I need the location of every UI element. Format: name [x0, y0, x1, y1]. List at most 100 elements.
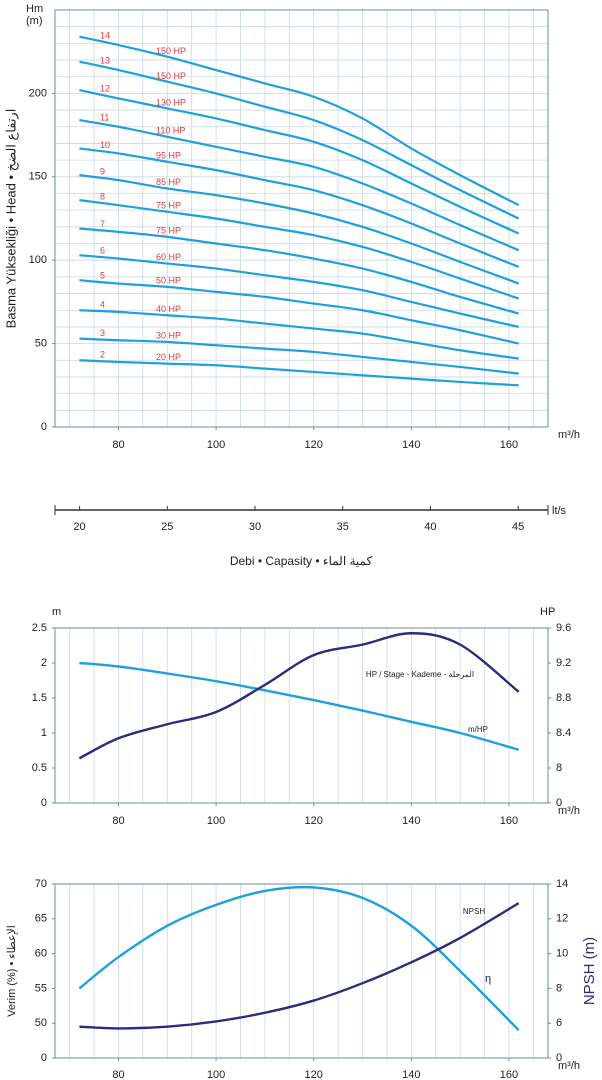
stage-label: 10 [100, 140, 110, 150]
hp-label: 20 HP [156, 352, 181, 362]
y-tick-label: 2 [41, 657, 47, 669]
y2-tick-label: 9.2 [556, 657, 571, 669]
x2-tick-label: 30 [249, 521, 261, 533]
stage-label: 5 [100, 271, 105, 281]
x-tick-label: 120 [305, 1069, 323, 1080]
stage-label: 14 [100, 30, 110, 40]
y2-tick-label: 12 [556, 913, 568, 925]
y-axis-title: Basma Yüksekliği • Head • ارتفاع الضخ [3, 109, 19, 329]
x2-axis-title: lt/s [552, 505, 567, 517]
series-line [79, 902, 520, 1030]
y-tick-label: 200 [29, 87, 47, 99]
y-tick-label: 2.5 [32, 622, 47, 634]
x-tick-label: 80 [112, 439, 124, 451]
series-line [78, 885, 520, 1032]
x2-tick-label: 25 [161, 521, 173, 533]
hp-label: 75 HP [156, 226, 181, 236]
x-axis-title: m³/h [558, 429, 580, 441]
series-line [79, 147, 520, 268]
stage-label: 6 [100, 246, 105, 256]
stage-label: 2 [100, 350, 105, 360]
series-line [79, 309, 519, 360]
hp-label: 110 HP [156, 126, 185, 136]
y-axis-title: m [52, 606, 61, 618]
x2-tick-label: 40 [424, 521, 436, 533]
caption: Debi • Capasity • كمية الماء [230, 554, 373, 568]
y-tick-label: 0 [41, 797, 47, 809]
y2-tick-label: 8 [556, 762, 562, 774]
y-tick-label: 150 [29, 171, 47, 183]
series-label: m/HP [468, 725, 488, 734]
y2-tick-label: 8 [556, 982, 562, 994]
x-tick-label: 140 [402, 1069, 420, 1080]
stage-label: 7 [100, 219, 105, 229]
y-tick-label: 0.5 [32, 762, 47, 774]
series-line [79, 199, 520, 300]
y-tick-label: 50 [35, 338, 47, 350]
series-line [79, 35, 520, 207]
y-tick-label: 60 [35, 948, 47, 960]
series-label: HP / Stage - Kademe - المرحلة [366, 670, 474, 679]
stage-label: 12 [100, 84, 110, 94]
y-tick-label: 65 [35, 913, 47, 925]
x-axis-title: m³/h [558, 805, 580, 817]
series-line [79, 337, 519, 375]
x-tick-label: 160 [500, 815, 518, 827]
y-axis-unit: (m) [26, 15, 43, 27]
x-tick-label: 100 [207, 1069, 225, 1080]
x-tick-label: 100 [207, 815, 225, 827]
x-tick-label: 120 [305, 439, 323, 451]
series-line [79, 254, 519, 328]
series-label: NPSH [463, 907, 485, 916]
y2-tick-label: 8.4 [556, 727, 571, 739]
series-line [79, 60, 520, 220]
y2-tick-label: 6 [556, 1017, 562, 1029]
hp-label: 85 HP [156, 177, 181, 187]
series-label: η [485, 973, 491, 985]
x-tick-label: 140 [402, 439, 420, 451]
x-tick-label: 120 [305, 815, 323, 827]
stage-label: 11 [100, 113, 109, 123]
hp-label: 40 HP [156, 304, 181, 314]
series-line [78, 632, 520, 760]
x2-tick-label: 20 [73, 521, 85, 533]
y2-tick-label: 8.8 [556, 692, 571, 704]
hp-label: 75 HP [156, 201, 181, 211]
y2-tick-label: 0 [556, 797, 562, 809]
y-tick-label: 0 [41, 421, 47, 433]
x-tick-label: 100 [207, 439, 225, 451]
y-tick-label: 1.5 [32, 692, 47, 704]
hp-label: 95 HP [156, 151, 181, 161]
plot-frame [54, 9, 549, 428]
y-tick-label: 100 [29, 254, 47, 266]
series-line [79, 88, 520, 235]
y2-tick-label: 0 [556, 1052, 562, 1064]
hp-label: 60 HP [156, 252, 181, 262]
x-tick-label: 160 [500, 439, 518, 451]
stage-label: 9 [100, 167, 105, 177]
x-tick-label: 80 [112, 815, 124, 827]
stage-label: 4 [100, 300, 105, 310]
x-tick-label: 160 [500, 1069, 518, 1080]
series-line [79, 227, 520, 315]
y2-tick-label: 10 [556, 948, 568, 960]
hp-label: 30 HP [156, 330, 181, 340]
stage-label: 3 [100, 328, 105, 338]
stage-label: 13 [100, 55, 110, 65]
series-line [79, 279, 519, 345]
y2-axis-title: NPSH (m) [581, 937, 598, 1005]
x-axis-title: m³/h [558, 1060, 580, 1072]
y-axis-title: Verim (%) • الإعطاء [6, 925, 18, 1017]
y-tick-label: 50 [35, 1017, 47, 1029]
y-axis-title: Hm [26, 3, 43, 15]
series-line [79, 359, 519, 387]
x-tick-label: 80 [112, 1069, 124, 1080]
x-tick-label: 140 [402, 815, 420, 827]
hp-label: 130 HP [156, 97, 186, 107]
x2-tick-label: 45 [512, 521, 524, 533]
y-tick-label: 70 [35, 878, 47, 890]
series-line [79, 119, 520, 252]
stage-label: 8 [100, 192, 105, 202]
y-tick-label: 55 [35, 982, 47, 994]
